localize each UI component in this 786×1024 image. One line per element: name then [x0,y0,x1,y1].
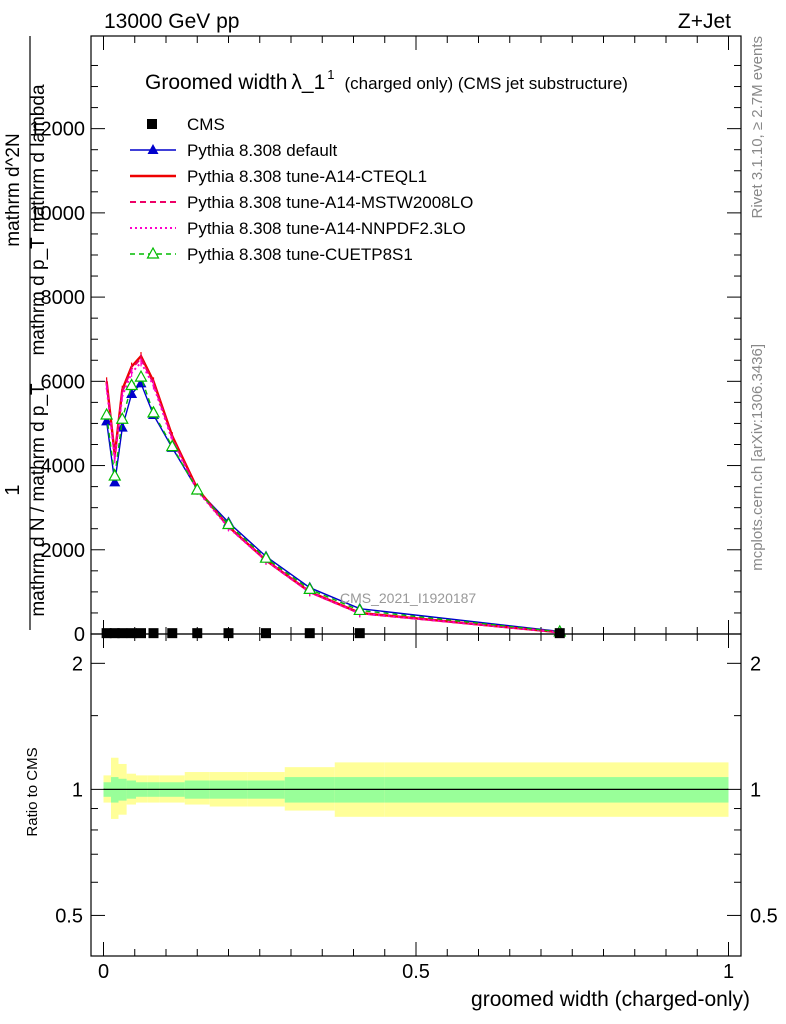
cms-marker [126,628,137,639]
cms-points [101,628,565,639]
x-tick-label: 0.5 [402,961,430,983]
main-y-tick-label: 0 [74,624,85,646]
x-axis-ticks: 0 0.5 1 [98,634,734,983]
plot-title-sup: 1 [327,67,334,82]
plot-title-main: Groomed width [145,71,287,94]
series-line-cteql1 [105,353,560,634]
y-label-numerator: mathrm d^2N [3,133,24,246]
series-point-default [109,476,121,487]
series-point-cuetp8s1 [115,411,129,424]
legend-marker-default [147,144,159,154]
series-point-default [116,421,128,432]
main-y-ticks: 0 2000 4000 6000 8000 10000 12000 [29,36,741,646]
main-y-tick-label: 2000 [41,540,86,562]
ratio-y-tick-label: 0.5 [55,905,83,927]
y-label-left-denominator: mathrm d N / mathrm d p_T [28,383,49,617]
energy-label: 13000 GeV pp [104,10,239,33]
main-y-tick-label: 8000 [41,287,86,309]
x-axis-label: groomed width (charged-only) [471,988,750,1011]
cms-marker [554,628,565,639]
cms-marker [148,628,159,639]
series-line-cuetp8s1 [105,375,560,633]
plot-title-symbol: λ_1 [291,71,325,94]
plot-title-suffix: (charged only) (CMS jet substructure) [345,74,628,93]
main-y-tick-label: 4000 [41,456,86,478]
x-tick-label: 1 [723,961,734,983]
legend-marker-cuetp8s1 [146,246,160,259]
series-point-cuetp8s1 [108,468,122,481]
main-y-tick-label: 6000 [41,371,86,393]
cms-marker [304,628,315,639]
mcplots-label: mcplots.cern.ch [arXiv:1306.3436] [749,344,766,571]
series-point-cuetp8s1 [353,603,367,616]
cms-marker [261,628,271,639]
cms-marker [101,628,112,639]
series-line-nnpdf [105,360,560,634]
series-point-cuetp8s1 [165,439,179,452]
legend-marker-cms [147,119,157,129]
ratio-y-label: Ratio to CMS [24,747,41,836]
ratio-y-tick-label: 1 [72,779,83,801]
y-axis-label: 1 mathrm d N / mathrm d p_T mathrm d^2N … [2,36,49,630]
series-point-default [101,415,113,426]
process-label: Z+Jet [678,10,731,33]
legend-label-default: Pythia 8.308 default [187,141,338,160]
cms-marker [136,628,146,639]
ratio-y-tick-label-right: 0.5 [750,905,778,927]
cms-marker [354,628,365,639]
series-point-cuetp8s1 [221,517,236,530]
series-point-cuetp8s1 [125,378,139,391]
ratio-y-tick-label-right: 2 [750,653,761,675]
ratio-bands [103,757,729,819]
ratio-y-ticks: 0.5 0.5 1 1 2 2 [55,653,778,927]
series-line-mstw [105,356,560,634]
main-y-tick-label: 10000 [29,203,85,225]
y-label-denominator: mathrm d p_T mathrm d lambda [28,84,49,355]
cms-marker [223,628,234,639]
main-panel: 0 2000 4000 6000 8000 10000 12000 CMS_2021_I19… [2,35,742,646]
x-tick-label: 0 [98,961,109,983]
ratio-y-tick-label-right: 1 [750,779,761,801]
plot-title: Groomed width λ_1 1 (charged only) (CMS jet… [145,67,628,94]
series-line-default [105,382,560,633]
cms-marker [167,628,178,639]
y-label-one: 1 [2,484,24,495]
series-point-cuetp8s1 [303,582,317,594]
ratio-y-tick-label: 2 [72,653,83,675]
series-point-cuetp8s1 [134,369,148,382]
legend-label-cteql1: Pythia 8.308 tune-A14-CTEQL1 [187,167,427,186]
main-y-tick-label: 12000 [29,119,85,141]
legend: CMS Pythia 8.308 default Pythia 8.308 tune… [130,115,473,264]
series-point-cuetp8s1 [100,407,114,420]
cms-marker [192,628,203,639]
analysis-watermark: CMS_2021_I1920187 [340,590,476,606]
legend-label-cms: CMS [187,115,225,134]
series-point-default [126,387,138,398]
series-point-cuetp8s1 [259,550,273,563]
series-point-cuetp8s1 [146,405,161,418]
cms-marker [117,628,128,639]
main-series [100,352,567,637]
ratio-panel: 0.5 0.51 12 2 0 0.5 1 Ratio to CMS groomed wi… [24,633,778,1011]
cms-marker [109,628,120,639]
legend-label-cuetp8s1: Pythia 8.308 tune-CUETP8S1 [187,245,413,264]
legend-label-mstw: Pythia 8.308 tune-A14-MSTW2008LO [187,193,473,212]
rivet-label: Rivet 3.1.10, ≥ 2.7M events [749,36,766,219]
legend-label-nnpdf: Pythia 8.308 tune-A14-NNPDF2.3LO [187,219,466,238]
series-point-cuetp8s1 [190,482,204,495]
